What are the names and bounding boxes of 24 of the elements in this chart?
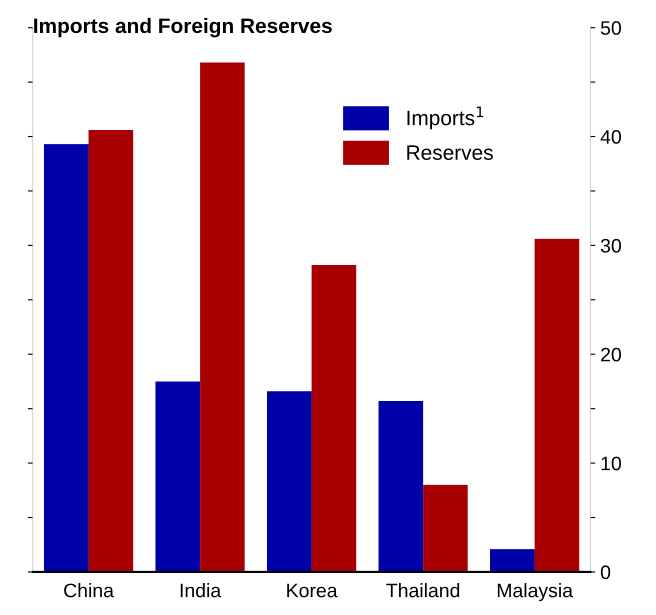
x-tick-label: Thailand <box>386 583 460 598</box>
bar <box>200 62 245 572</box>
bar <box>312 264 356 572</box>
chart-title: Imports and Foreign Reserves <box>34 18 332 38</box>
y-tick-label: 30 <box>600 238 621 253</box>
x-tick-label: Korea <box>287 584 338 598</box>
bar <box>534 238 580 572</box>
y-tick-label: 10 <box>602 456 621 470</box>
x-tick-label: India <box>180 583 222 598</box>
bar <box>155 381 200 572</box>
x-tick-label: China <box>64 583 114 598</box>
y-tick-label: 40 <box>600 130 621 144</box>
bar <box>44 144 89 572</box>
bar <box>378 401 424 572</box>
bar <box>88 130 134 572</box>
y-tick-label: 0 <box>600 565 610 580</box>
bar <box>490 549 535 572</box>
bar <box>266 391 312 572</box>
legend-label: Reserves <box>407 145 493 160</box>
bar <box>423 484 468 572</box>
y-tick-label: 50 <box>600 21 621 35</box>
legend-label: Imports$^{1}$ <box>408 106 484 130</box>
x-tick-label: Malaysia <box>498 583 574 602</box>
y-tick-label: 20 <box>601 348 621 362</box>
